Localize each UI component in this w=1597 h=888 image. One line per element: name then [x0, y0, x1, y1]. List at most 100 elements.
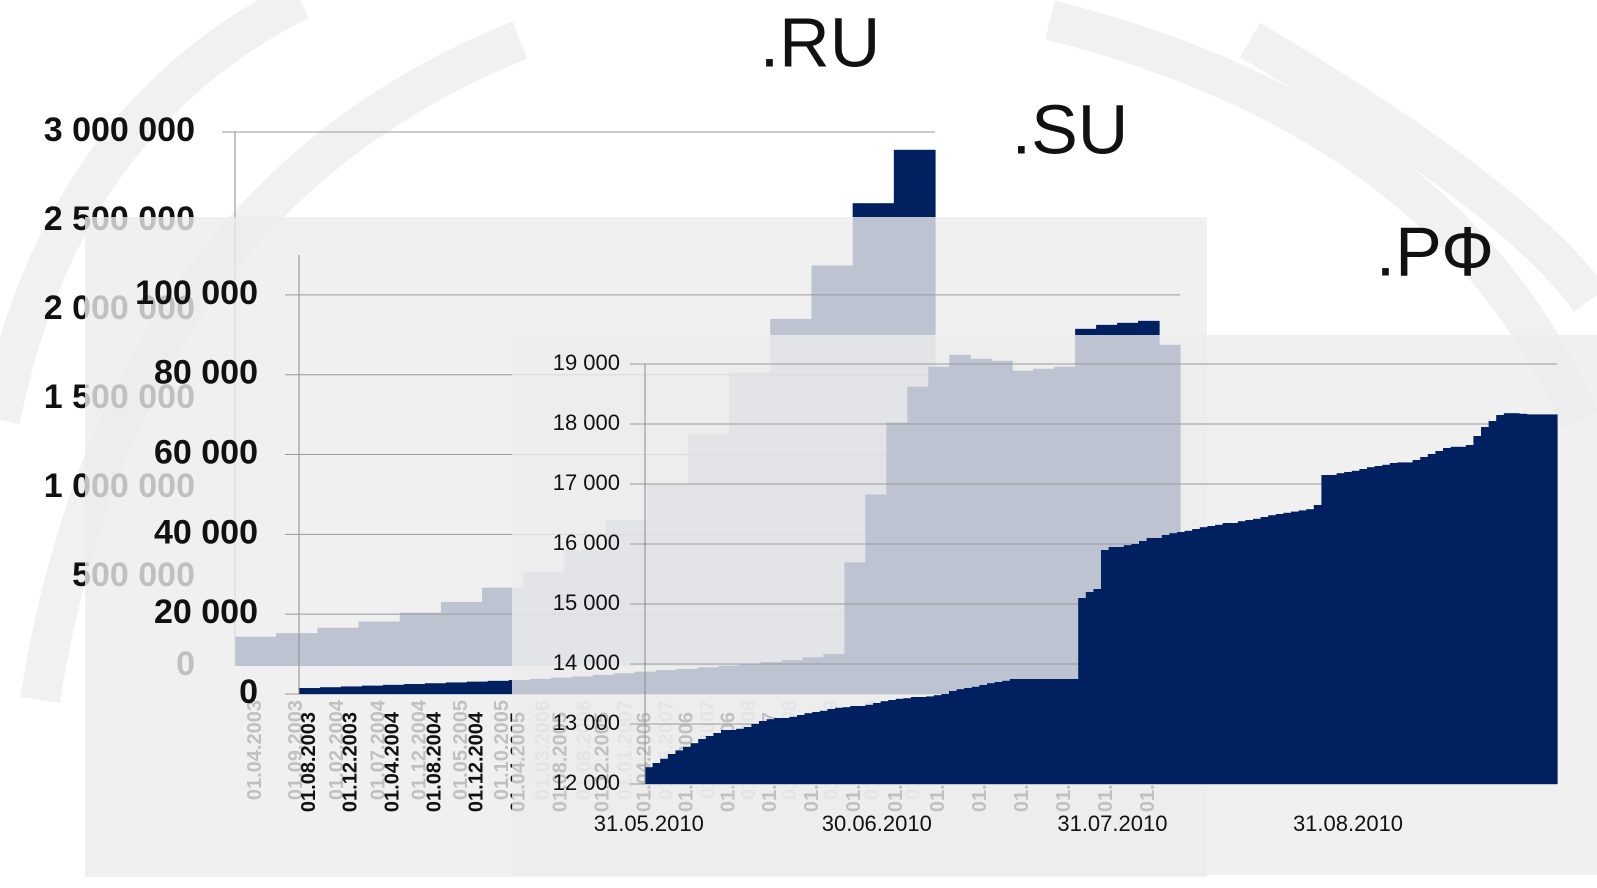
x-tick-label: 31.07.2010 — [1057, 811, 1167, 836]
bar — [1351, 470, 1360, 784]
bar — [445, 682, 468, 694]
y-tick-label: 100 000 — [135, 274, 258, 312]
y-tick-label: 15 000 — [553, 590, 620, 615]
chart-title: .RU — [760, 3, 881, 81]
bar — [1465, 445, 1474, 784]
bar — [1496, 415, 1505, 784]
x-tick-label: 30.06.2010 — [822, 811, 932, 836]
bar — [1344, 472, 1353, 784]
bar — [652, 763, 661, 784]
bar — [1519, 413, 1528, 784]
bar — [1253, 518, 1262, 784]
bar — [964, 688, 973, 784]
bar — [781, 718, 790, 784]
bar — [1549, 414, 1558, 784]
bar — [1382, 464, 1391, 784]
chart-title: .РФ — [1376, 212, 1495, 290]
bar — [1283, 512, 1292, 784]
bar — [827, 709, 836, 784]
x-tick-label: 31.05.2010 — [594, 811, 704, 836]
bar — [1123, 545, 1132, 784]
bar — [1040, 679, 1049, 784]
y-tick-label: 17 000 — [553, 470, 620, 495]
bar — [1025, 679, 1034, 784]
bar — [728, 730, 737, 784]
bar — [466, 681, 489, 694]
bar — [918, 697, 927, 784]
bar — [1017, 679, 1026, 784]
bar — [1078, 598, 1087, 784]
bar — [1230, 523, 1239, 784]
bar — [487, 680, 510, 694]
bar — [1541, 414, 1550, 784]
bar — [319, 687, 342, 694]
bar — [1093, 589, 1102, 784]
bar — [1481, 427, 1490, 784]
y-tick-label: 12 000 — [553, 770, 620, 795]
y-tick-label: 19 000 — [553, 350, 620, 375]
bar — [1275, 514, 1284, 784]
bar — [683, 746, 692, 784]
bar — [1063, 679, 1072, 784]
bar — [1268, 515, 1277, 784]
bar — [1306, 509, 1315, 784]
bar — [789, 716, 798, 784]
bar — [1032, 679, 1041, 784]
bar — [1199, 527, 1208, 784]
bar — [850, 706, 859, 784]
bar — [1085, 592, 1094, 784]
bar — [667, 754, 676, 784]
bar — [857, 706, 866, 784]
bar — [645, 767, 654, 784]
swirl — [0, 0, 309, 424]
x-tick-label: 31.08.2010 — [1293, 811, 1403, 836]
bar — [743, 727, 752, 784]
bar — [971, 686, 980, 784]
bar — [1002, 680, 1011, 784]
bar — [340, 686, 363, 694]
y-tick-label: 80 000 — [154, 354, 258, 392]
bar — [1511, 413, 1520, 784]
bar — [675, 750, 684, 784]
bar — [299, 688, 321, 694]
bar — [690, 743, 699, 784]
bar — [819, 710, 828, 784]
bar — [1321, 475, 1330, 784]
bar — [1184, 530, 1193, 784]
bar — [1055, 679, 1064, 784]
bar — [1435, 451, 1444, 784]
y-tick-label: 13 000 — [553, 710, 620, 735]
bar — [1329, 475, 1338, 784]
bar — [713, 733, 722, 784]
bar — [1420, 457, 1429, 784]
bar — [949, 691, 958, 784]
bar — [865, 704, 874, 784]
bar — [835, 707, 844, 784]
y-tick-label: 16 000 — [553, 530, 620, 555]
bar — [1139, 541, 1148, 784]
bar — [382, 684, 405, 694]
swirl — [1239, 22, 1597, 312]
bar — [1412, 460, 1421, 784]
bar — [797, 715, 806, 784]
bar — [1192, 529, 1201, 784]
bar — [1047, 679, 1056, 784]
bar — [1161, 535, 1170, 784]
bar — [895, 698, 904, 784]
bar — [903, 698, 912, 784]
bar — [766, 719, 775, 784]
bar — [873, 703, 882, 784]
bar — [1154, 538, 1163, 784]
x-tick-label: 01.12.2003 — [340, 712, 362, 812]
bar — [774, 718, 783, 784]
y-tick-label: 20 000 — [154, 593, 258, 631]
bar — [880, 701, 889, 784]
bar — [1169, 533, 1178, 784]
bar — [660, 758, 669, 784]
bar — [1146, 538, 1155, 784]
y-tick-label: 40 000 — [154, 513, 258, 551]
y-tick-label: 3 000 000 — [44, 111, 195, 149]
x-tick-label: 01.08.2004 — [424, 711, 446, 812]
bar — [1009, 679, 1018, 784]
